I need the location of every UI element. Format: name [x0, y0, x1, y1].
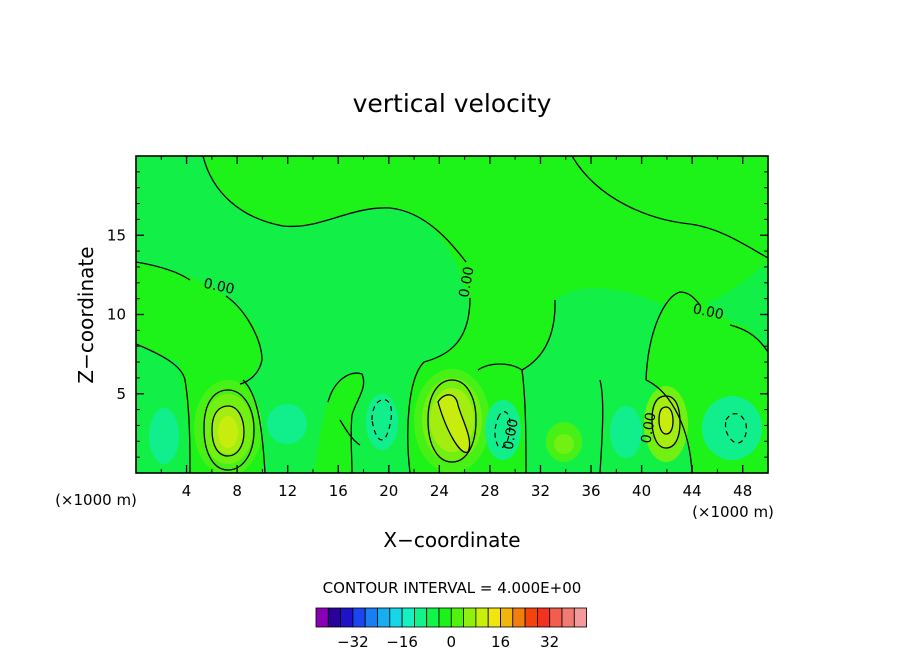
colorbar-swatch: [401, 607, 415, 628]
colorbar-swatch: [463, 607, 477, 628]
contour-neg-2: [494, 411, 511, 449]
zero-band-upper: [203, 156, 768, 473]
negative-cell-5: [610, 406, 642, 458]
contour-pos-2: [427, 379, 477, 463]
contour-label: 0.00: [456, 265, 477, 298]
contour-interval: CONTOUR INTERVAL = 4.000E+00: [323, 579, 582, 597]
contour-zero-1: [202, 156, 467, 263]
x-unit-left: (×1000 m): [55, 491, 137, 509]
contour-zero-5: [225, 295, 263, 385]
x-tick-label: 36: [581, 482, 600, 500]
x-tick-label: 24: [430, 482, 449, 500]
y-axis-ticks: 5 10 15: [107, 171, 768, 458]
colorbar-swatch: [426, 607, 440, 628]
colorbar-swatch: [475, 607, 489, 628]
contour-pos-1: [203, 389, 255, 471]
x-axis-ticks: 4 8 12 16 20 24 28 32 36 40 44 48: [160, 156, 752, 500]
colorbar-tick-label: 16: [491, 633, 510, 651]
x-tick-label: 4: [182, 482, 192, 500]
colorbar-tick-label: −32: [337, 633, 369, 651]
contour-zero-2: [407, 297, 471, 473]
contour-label: 0.00: [691, 301, 725, 323]
positive-cell-4b: [554, 434, 574, 454]
x-tick-label: 40: [632, 482, 651, 500]
colorbar-swatch: [327, 607, 341, 628]
negative-cell-6: [702, 396, 762, 460]
contour-zero-3: [571, 156, 768, 259]
contour-label: 0.00: [638, 411, 659, 444]
chart-title: vertical velocity: [353, 89, 552, 118]
contour-pos-3: [651, 395, 681, 449]
x-axis-label: X−coordinate: [383, 528, 520, 552]
plot-area: [136, 156, 768, 473]
negative-cell-1: [149, 408, 179, 464]
colorbar-swatch: [512, 607, 526, 628]
contour-labels: 0.00 0.00 0.00 0.00 0.00: [202, 265, 725, 451]
contour-zero-15: [339, 419, 361, 446]
y-tick-label: 15: [107, 226, 126, 244]
colorbar-tick-label: 0: [447, 633, 457, 651]
colorbar-tick-label: 32: [540, 633, 559, 651]
colorbar-swatch: [537, 607, 551, 628]
x-tick-label: 12: [278, 482, 297, 500]
colorbar-swatch: [500, 607, 514, 628]
contour-zero-6: [136, 343, 191, 473]
colorbar-swatch: [340, 607, 354, 628]
contour-label: 0.00: [501, 418, 522, 451]
contour-zero-7: [242, 379, 266, 473]
colorbar-swatch: [364, 607, 378, 628]
positive-cell-1d: [218, 416, 238, 448]
contour-zero-11: [521, 299, 556, 371]
y-tick-label: 5: [116, 385, 126, 403]
contour-label: 0.00: [202, 276, 236, 298]
x-tick-label: 44: [683, 482, 702, 500]
colorbar-swatch: [389, 607, 403, 628]
x-tick-label: 16: [329, 482, 348, 500]
contour-pos-3b: [658, 406, 674, 435]
colorbar-swatch: [573, 607, 587, 628]
contour-pos-2b: [437, 394, 471, 453]
contour-zero-13: [327, 372, 365, 473]
x-unit-right: (×1000 m): [692, 503, 774, 521]
colorbar-swatch: [315, 607, 329, 628]
positive-cell-2d: [438, 394, 470, 453]
negative-cell-2: [267, 404, 307, 444]
y-axis-label: Z−coordinate: [74, 246, 98, 383]
colorbar-swatch: [377, 607, 391, 628]
contour-zero-8: [645, 291, 701, 381]
colorbar-swatch: [549, 607, 563, 628]
contour-neg-3: [724, 413, 747, 444]
negative-cell-3: [366, 394, 398, 450]
negative-cell-4: [485, 400, 521, 460]
contour-neg-1: [371, 399, 393, 441]
positive-cell-3c: [659, 407, 673, 435]
x-tick-label: 32: [531, 482, 550, 500]
colorbar-swatch: [561, 607, 575, 628]
colorbar-swatch: [487, 607, 501, 628]
contour-zero-14: [599, 379, 604, 473]
y-tick-label: 10: [107, 306, 126, 324]
contour-zero-4: [136, 261, 191, 281]
colorbar-labels: −32 −16 0 16 32: [337, 633, 559, 651]
x-tick-label: 28: [480, 482, 499, 500]
colorbar-tick-label: −16: [386, 633, 418, 651]
colorbar-swatch: [438, 607, 452, 628]
x-tick-label: 8: [232, 482, 242, 500]
contour-zero-10: [645, 379, 693, 473]
colorbar-swatch: [524, 607, 538, 628]
contour-zero-9: [729, 324, 768, 353]
x-tick-label: 20: [379, 482, 398, 500]
colorbar-swatch: [450, 607, 464, 628]
x-tick-label: 48: [733, 482, 752, 500]
contour-zero-12: [477, 363, 527, 473]
zero-band-left: [136, 262, 263, 382]
colorbar-swatch: [352, 607, 366, 628]
colorbar: [315, 607, 587, 628]
contour-pos-1b: [211, 405, 245, 457]
colorbar-swatch: [413, 607, 428, 628]
